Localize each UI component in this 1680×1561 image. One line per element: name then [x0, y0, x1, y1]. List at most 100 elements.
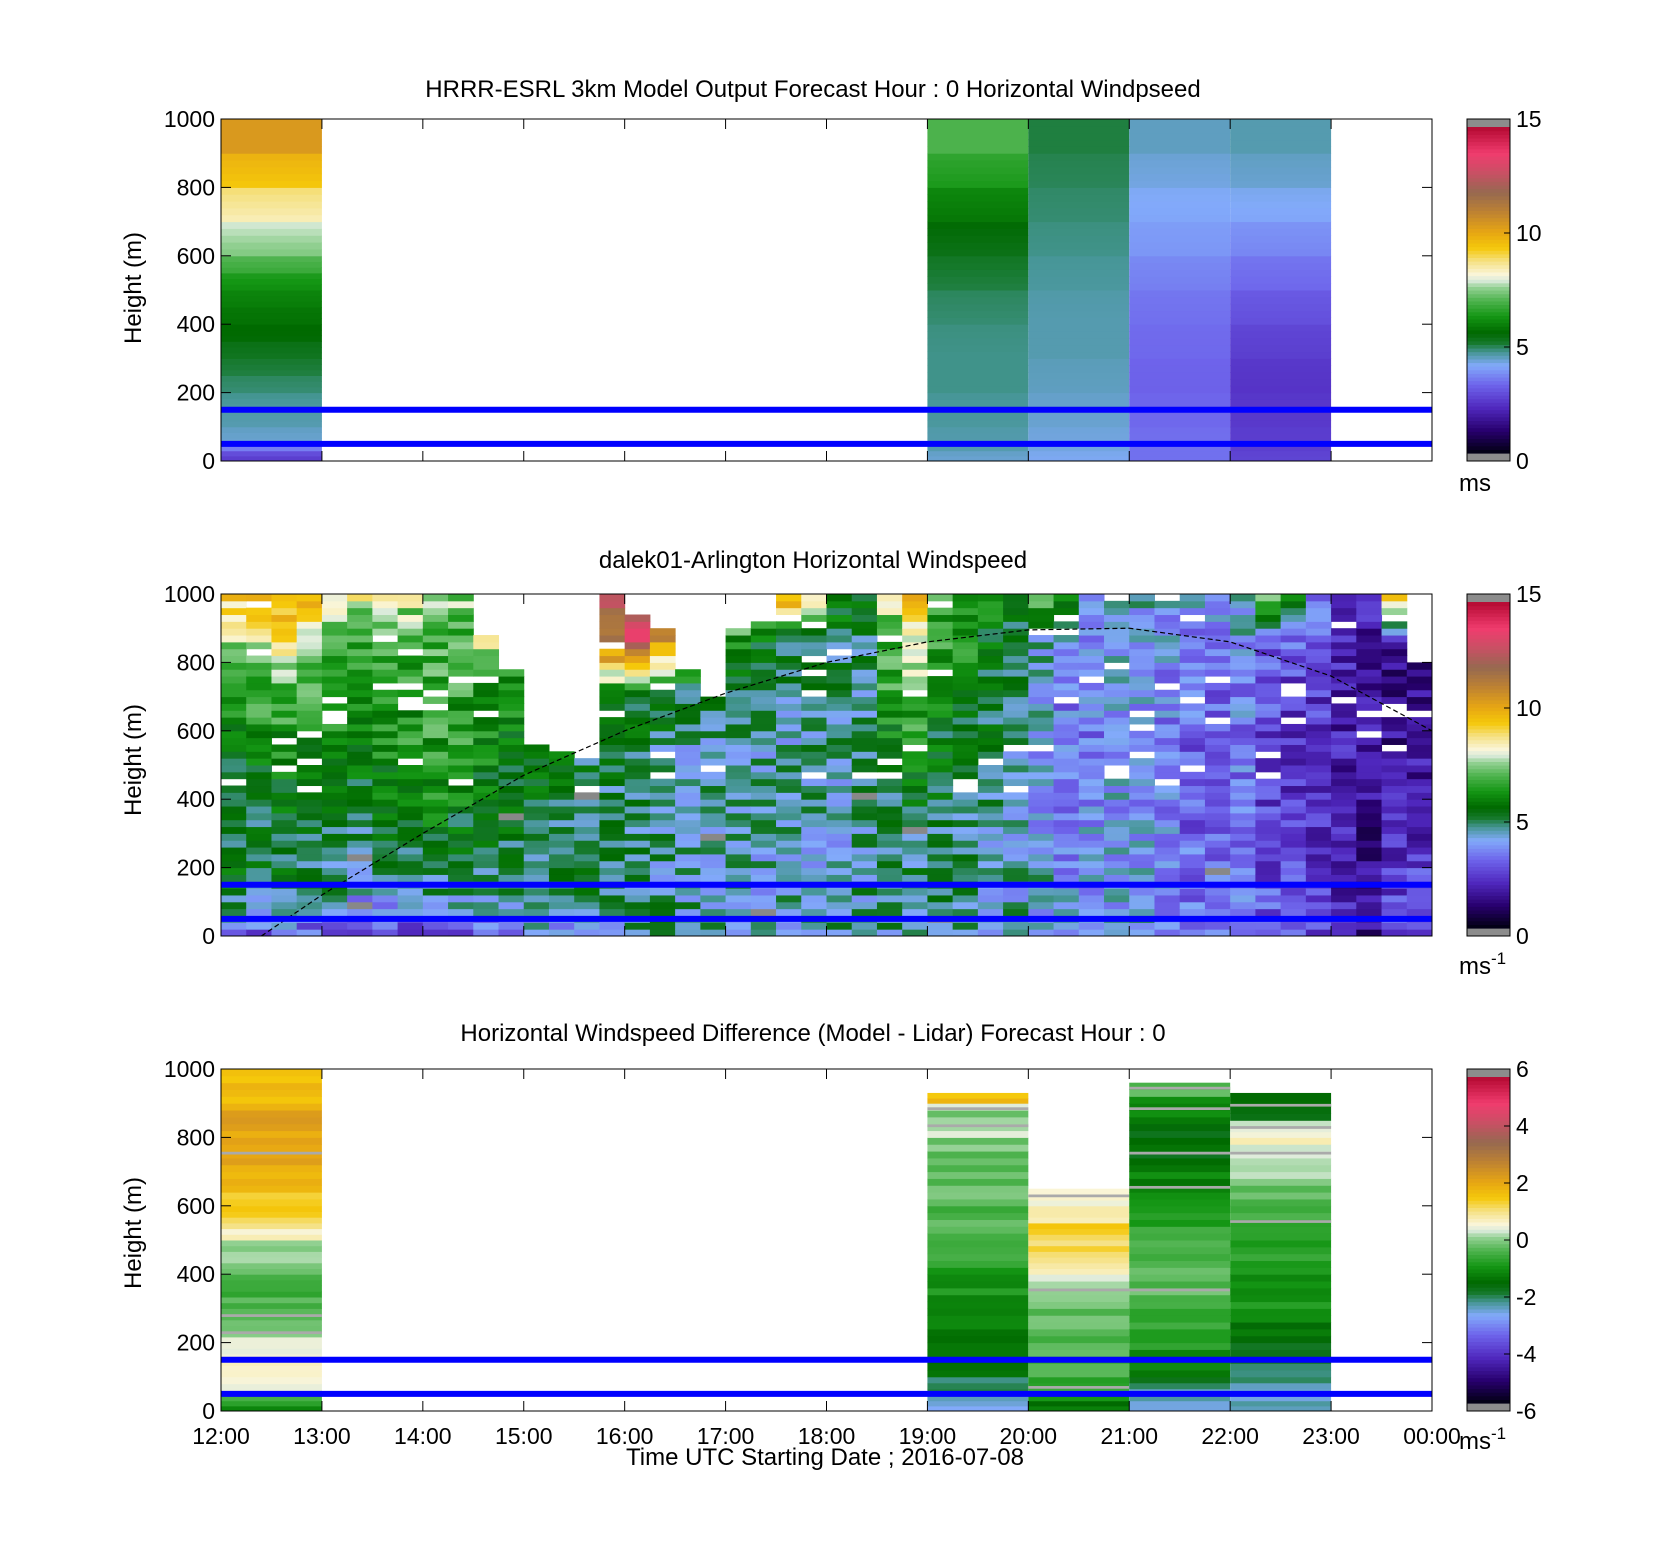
heatmap-cell [1356, 717, 1383, 725]
heatmap-cell [927, 1103, 1029, 1111]
heatmap-cell [725, 689, 752, 698]
heatmap-cell [1356, 655, 1383, 663]
heatmap-cell [902, 860, 928, 869]
heatmap-cell [422, 717, 449, 725]
heatmap-cell [473, 751, 500, 759]
heatmap-cell [826, 751, 853, 759]
heatmap-cell [1129, 799, 1155, 807]
heatmap-cell [1356, 826, 1383, 834]
heatmap-cell [1129, 703, 1155, 711]
heatmap-cell [498, 799, 525, 807]
heatmap-cell [397, 600, 424, 609]
heatmap-cell [1331, 819, 1357, 828]
heatmap-cell [927, 248, 1029, 257]
heatmap-cell [1331, 765, 1357, 773]
heatmap-cell [927, 296, 1029, 305]
heatmap-cell [1356, 703, 1383, 711]
heatmap-cell [977, 908, 1004, 916]
heatmap-cell [1406, 860, 1433, 869]
heatmap-cell [296, 737, 323, 745]
heatmap-cell [473, 819, 500, 828]
heatmap-cell [523, 860, 550, 869]
heatmap-cell [221, 235, 322, 243]
heatmap-cell [1230, 594, 1256, 602]
heatmap-cell [574, 771, 600, 780]
heatmap-cell [1028, 703, 1055, 711]
colorbar-segment [1467, 174, 1510, 179]
heatmap-cell [1230, 662, 1256, 670]
heatmap-cell [448, 826, 474, 834]
heatmap-cell [574, 765, 600, 773]
colorbar-segment [1467, 866, 1510, 871]
heatmap-cell [927, 160, 1029, 168]
heatmap-cell [1230, 1260, 1332, 1268]
heatmap-cell [776, 710, 802, 718]
heatmap-cell [801, 758, 827, 766]
heatmap-cell [397, 785, 424, 793]
heatmap-cell [296, 778, 323, 787]
colorbar-segment [1467, 1392, 1510, 1397]
heatmap-cell [1230, 1151, 1332, 1159]
heatmap-cell [397, 662, 424, 670]
heatmap-cell [397, 806, 424, 814]
heatmap-cell [1230, 1253, 1332, 1262]
heatmap-cell [1305, 594, 1332, 602]
heatmap-cell [927, 426, 1029, 434]
heatmap-cell [876, 853, 903, 862]
heatmap-cell [1129, 1212, 1231, 1220]
heatmap-cell [473, 696, 500, 704]
heatmap-cell [1028, 378, 1130, 387]
heatmap-cell [574, 792, 600, 800]
heatmap-cell [1331, 812, 1357, 821]
heatmap-cell [1255, 792, 1282, 800]
heatmap-cell [1129, 655, 1155, 663]
heatmap-cell [977, 840, 1004, 848]
heatmap-cell [1028, 1405, 1130, 1412]
heatmap-cell [1305, 929, 1332, 937]
colorbar-segment [1467, 402, 1510, 407]
y-tick-label: 800 [177, 649, 215, 675]
heatmap-cell [1230, 641, 1256, 650]
heatmap-cell [271, 812, 298, 821]
heatmap-cell [801, 840, 827, 848]
heatmap-cell [1406, 669, 1433, 677]
colorbar-segment [1467, 221, 1510, 226]
colorbar-segment [1467, 376, 1510, 382]
y-axis-label: Height (m) [120, 1177, 147, 1289]
heatmap-cell [1230, 1106, 1332, 1114]
heatmap-cell [1028, 337, 1130, 346]
heatmap-cell [1381, 730, 1408, 739]
colorbar-segment [1467, 779, 1510, 784]
heatmap-cell [624, 662, 651, 670]
y-tick-label: 600 [177, 1193, 215, 1219]
heatmap-cell [422, 847, 449, 855]
heatmap-cell [271, 799, 298, 807]
heatmap-cell [372, 874, 399, 882]
heatmap-cell [977, 682, 1004, 691]
heatmap-cell [977, 600, 1004, 609]
heatmap-cell [1381, 594, 1408, 602]
heatmap-cell [1129, 1144, 1231, 1152]
heatmap-cell [876, 669, 903, 677]
heatmap-cell [952, 922, 979, 930]
heatmap-cell [1028, 1194, 1130, 1201]
heatmap-cell [927, 1226, 1029, 1234]
heatmap-cell [801, 901, 827, 910]
heatmap-cell [271, 908, 298, 916]
colorbar-segment [1467, 870, 1510, 875]
heatmap-cell [372, 812, 399, 821]
heatmap-cell [624, 888, 651, 896]
heatmap-cell [801, 628, 827, 636]
heatmap-cell [498, 826, 525, 834]
heatmap-cell [927, 1205, 1029, 1214]
y-tick-label: 200 [177, 855, 215, 881]
colorbar-segment [1467, 761, 1510, 766]
heatmap-cell [1331, 888, 1357, 896]
heatmap-cell [902, 758, 928, 766]
heatmap-cell [1028, 201, 1130, 209]
heatmap-cell [700, 847, 727, 855]
heatmap-cell [1230, 1157, 1332, 1166]
heatmap-cell [1129, 1328, 1231, 1337]
heatmap-cell [397, 744, 424, 752]
heatmap-cell [221, 812, 247, 821]
